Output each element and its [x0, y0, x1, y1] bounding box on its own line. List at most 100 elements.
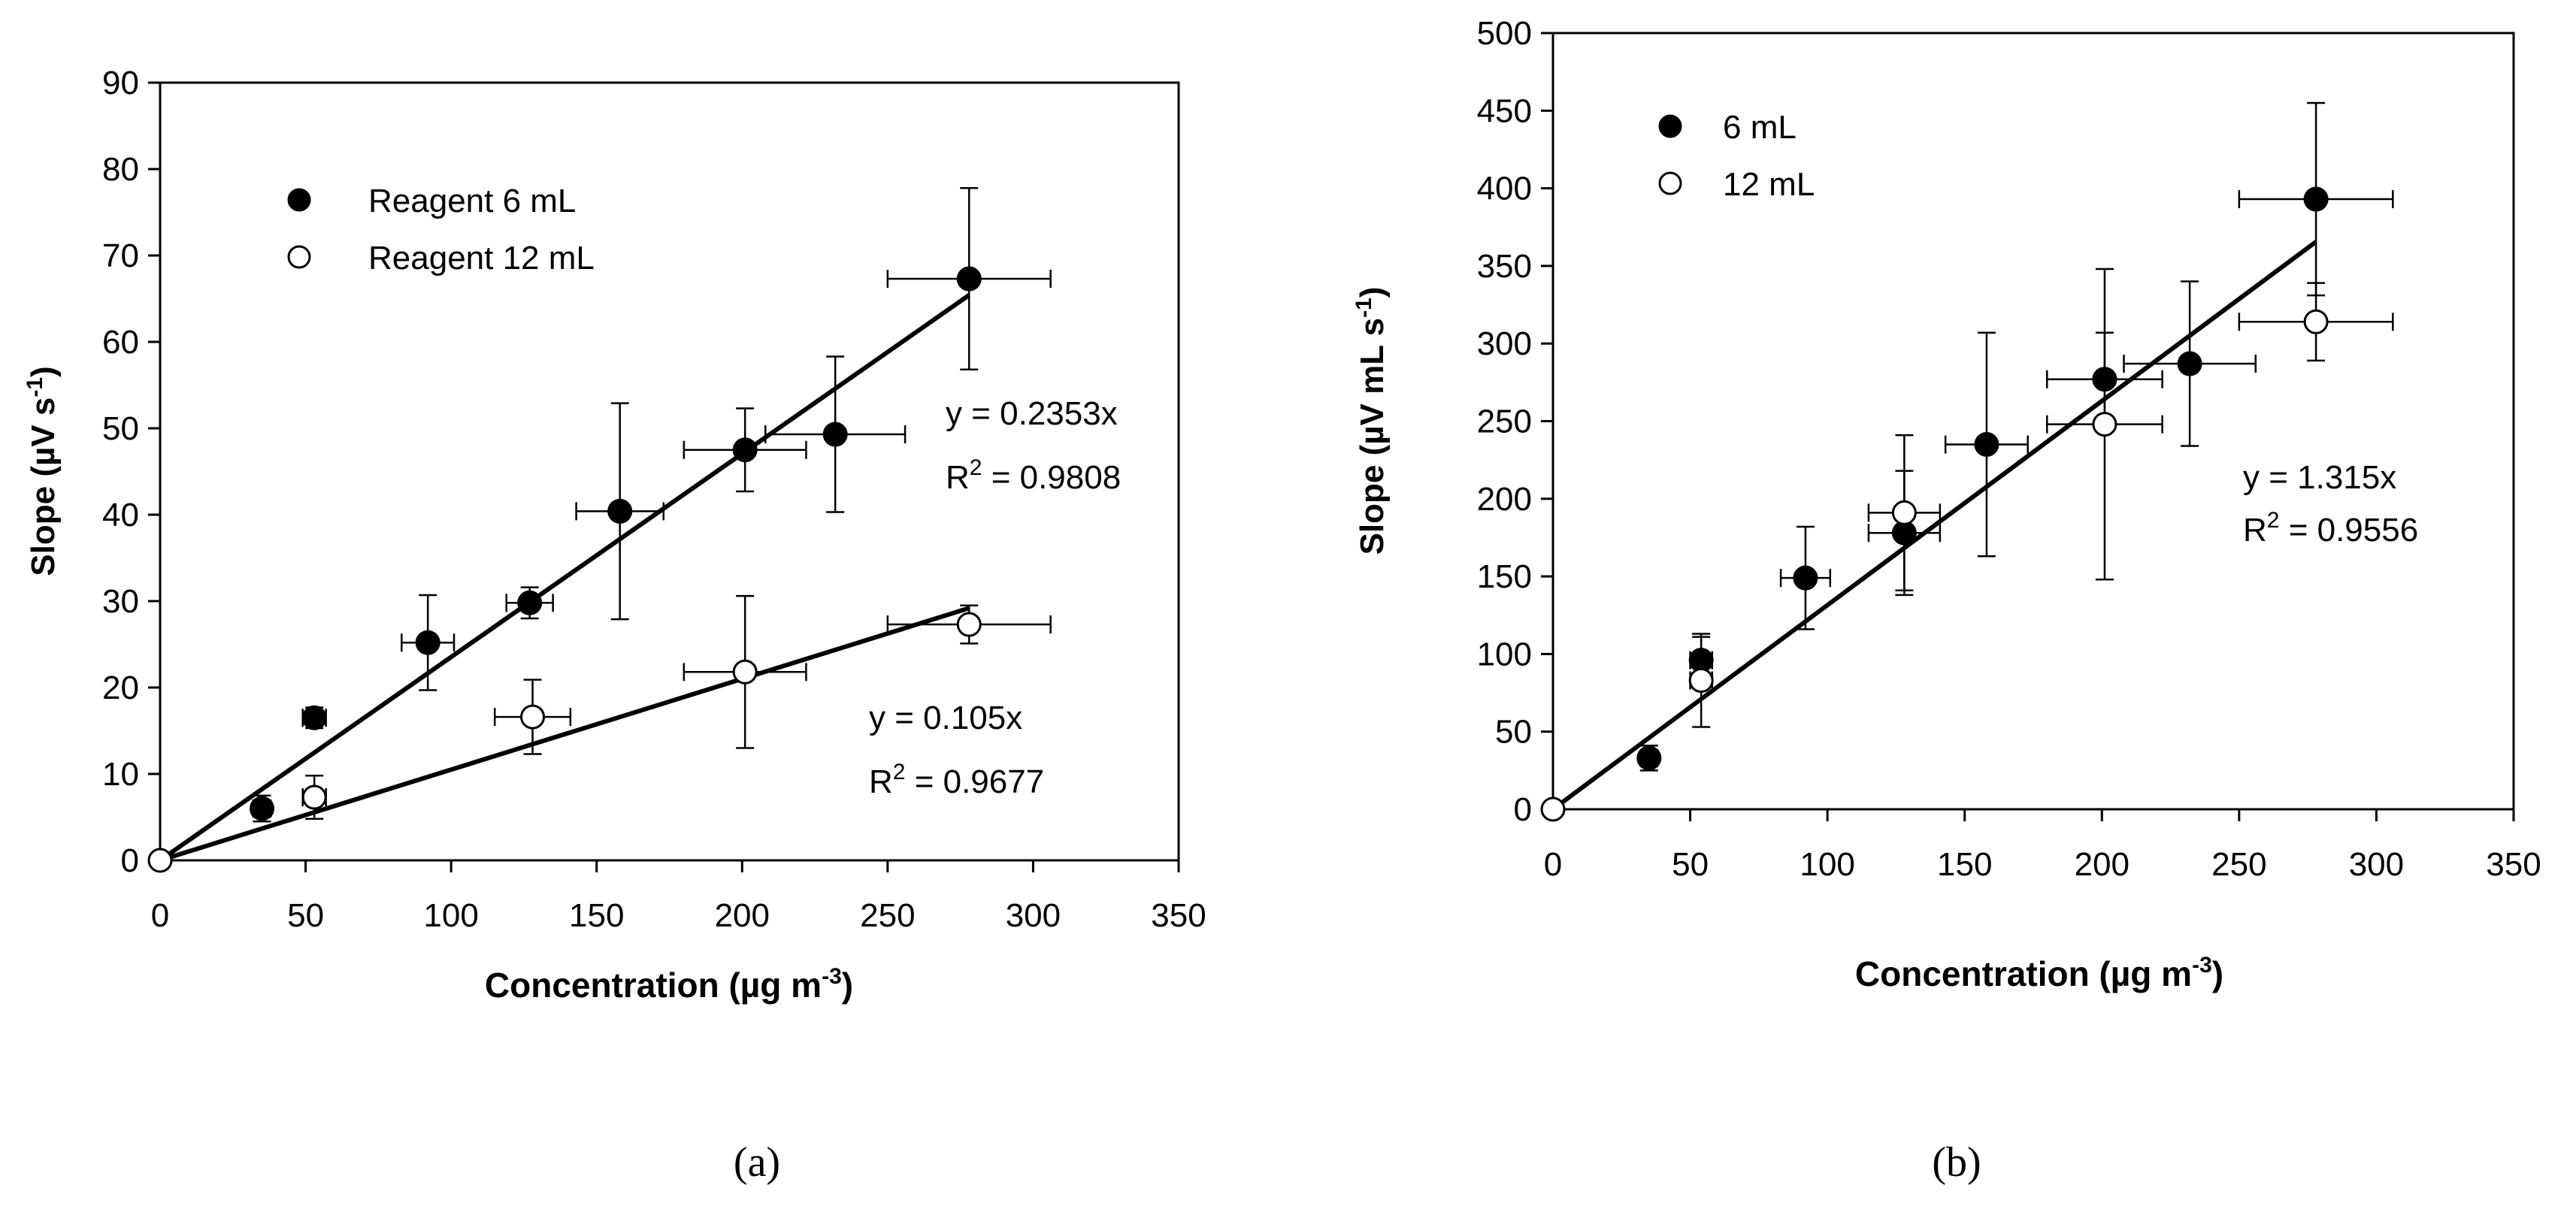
data-point-b-0-0 [1636, 745, 1662, 772]
open-marker [301, 784, 327, 810]
filled-marker [822, 422, 848, 447]
fit-line-b-0 [1551, 240, 2317, 812]
y-axis-title-a: Slope (µV s-1) [23, 366, 62, 576]
data-point-a-1-4 [886, 604, 1052, 645]
x-tick-label-b-3: 150 [1937, 846, 1992, 883]
x-tick-label-a-3: 150 [569, 897, 624, 934]
y-tick-label-b-9: 450 [1477, 92, 1532, 129]
filled-marker [732, 437, 758, 463]
filled-marker [2303, 186, 2329, 212]
fit-annotation-b: y = 1.315x R2 = 0.9556 [2243, 459, 2418, 549]
data-point-b-0-6 [2123, 280, 2257, 447]
x-tick-label-b-5: 250 [2211, 846, 2266, 883]
open-marker [147, 848, 173, 873]
filled-marker [1974, 431, 1999, 457]
x-tick-label-b-0: 0 [1544, 846, 1562, 883]
filled-marker [1636, 745, 1662, 771]
data-point-a-0-4 [575, 402, 665, 621]
y-tick-label-a-0: 0 [121, 842, 139, 879]
y-tick-label-a-1: 10 [102, 756, 139, 793]
filled-marker [956, 266, 982, 292]
filled-marker [2177, 351, 2202, 376]
open-marker [2303, 309, 2329, 334]
panel-label-b: (b) [1932, 1139, 1981, 1186]
open-marker [1688, 668, 1714, 694]
y-tick-label-a-8: 80 [102, 151, 139, 188]
fit-line-a-0 [159, 293, 970, 863]
x-tick-label-b-6: 300 [2349, 846, 2404, 883]
legend-marker-open-b [1658, 171, 1682, 195]
x-tick-label-b-1: 50 [1672, 846, 1709, 883]
x-axis-title-a: Concentration (µg m-3) [485, 964, 853, 1005]
y-tick-label-b-8: 400 [1477, 171, 1532, 207]
data-point-a-0-2 [401, 594, 456, 691]
data-point-a-1-0 [147, 848, 173, 873]
y-tick-label-a-4: 40 [102, 497, 139, 533]
x-tick-label-a-1: 50 [287, 897, 324, 934]
fit-equation-a-12ml: y = 0.105x [869, 700, 1022, 736]
y-tick-label-b-0: 0 [1514, 791, 1532, 828]
x-tick-label-a-0: 0 [151, 897, 169, 934]
data-point-a-0-5 [683, 407, 807, 493]
y-tick-label-a-3: 30 [102, 583, 139, 620]
x-tick-label-a-4: 200 [715, 897, 770, 934]
data-point-a-1-1 [301, 775, 327, 821]
data-point-a-1-2 [493, 679, 572, 755]
x-axis-title-b: Concentration (µg m-3) [1855, 953, 2223, 993]
chart-panel-b: 0 50 100 150 200 250 300 350 400 450 500 0 50 100 150 2… [1352, 15, 2541, 1186]
fit-equation-b: y = 1.315x [2243, 459, 2396, 496]
x-tick-label-a-5: 250 [860, 897, 915, 934]
y-tick-label-b-2: 100 [1477, 636, 1532, 673]
legend-marker-open-a [287, 245, 311, 269]
x-tick-label-a-2: 100 [423, 897, 478, 934]
data-point-a-1-3 [683, 594, 807, 749]
open-marker [1891, 500, 1917, 525]
y-tick-label-b-4: 200 [1477, 481, 1532, 518]
legend-b: 6 mL 12 mL [1658, 109, 1815, 203]
y-tick-label-b-1: 50 [1495, 714, 1532, 751]
fit-r2-a-12ml: R2 = 0.9677 [869, 760, 1044, 800]
x-tick-label-b-4: 200 [2075, 846, 2130, 883]
data-point-a-0-7 [886, 187, 1052, 371]
fit-r2-b: R2 = 0.9556 [2243, 508, 2418, 549]
data-point-a-0-0 [250, 794, 274, 823]
y-tick-label-a-2: 20 [102, 669, 139, 706]
y-tick-label-a-7: 70 [102, 237, 139, 274]
fit-annotation-a-6ml: y = 0.2353x R2 = 0.9808 [946, 395, 1121, 496]
x-tick-label-a-7: 350 [1151, 897, 1206, 934]
data-point-b-0-2 [1779, 525, 1832, 630]
data-point-b-0-4 [1944, 331, 2029, 558]
y-tick-label-b-3: 150 [1477, 558, 1532, 595]
open-marker [2092, 412, 2117, 437]
legend-a: Reagent 6 mL Reagent 12 mL [287, 183, 595, 277]
filled-marker [517, 590, 543, 615]
filled-marker [1793, 565, 1818, 591]
open-marker [956, 612, 982, 637]
fit-annotation-a-12ml: y = 0.105x R2 = 0.9677 [869, 700, 1044, 800]
legend-marker-filled-a [287, 188, 311, 212]
open-marker [732, 659, 758, 685]
fit-r2-a-6ml: R2 = 0.9808 [946, 455, 1121, 496]
filled-marker [415, 630, 440, 655]
legend-label-a-0: Reagent 6 mL [368, 183, 576, 219]
y-tick-label-a-5: 50 [102, 410, 139, 447]
panel-label-a: (a) [734, 1139, 780, 1186]
legend-marker-filled-b [1658, 114, 1682, 138]
data-point-b-0-7 [2238, 101, 2394, 297]
y-tick-label-a-9: 90 [102, 65, 139, 101]
y-tick-label-b-10: 500 [1477, 15, 1532, 52]
data-point-b-1-0 [1540, 796, 1566, 822]
fit-line-a-1 [159, 606, 970, 863]
y-tick-label-a-6: 60 [102, 324, 139, 361]
legend-label-b-1: 12 mL [1723, 166, 1815, 203]
filled-marker [607, 498, 633, 524]
chart-panel-a: 0 10 20 30 40 50 60 70 80 90 0 50 100 150 200 250 300 350… [23, 65, 1206, 1186]
data-point-b-1-4 [2238, 282, 2394, 362]
y-tick-label-b-7: 350 [1477, 248, 1532, 285]
open-marker [520, 704, 546, 730]
y-axis-title-b: Slope (µV mL s-1) [1352, 287, 1391, 555]
fit-equation-a-6ml: y = 0.2353x [946, 395, 1118, 432]
data-point-a-0-1 [301, 705, 327, 730]
x-tick-label-a-6: 300 [1006, 897, 1061, 934]
